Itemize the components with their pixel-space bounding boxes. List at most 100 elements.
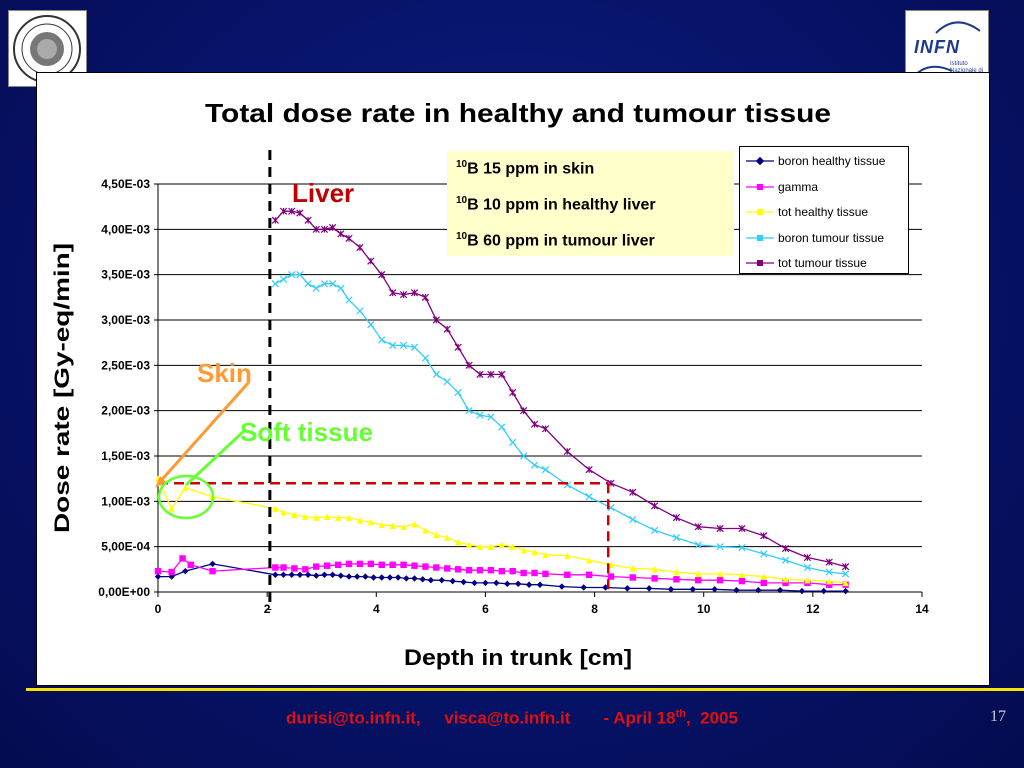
- data-point-gamma: [542, 570, 549, 578]
- data-point-tot-tumour-tissue: [399, 290, 408, 299]
- data-point-tot-tumour-tissue: [337, 230, 345, 238]
- data-point-boron-healthy-tissue: [313, 572, 320, 579]
- data-point-tot-tumour-tissue: [389, 289, 397, 297]
- data-point-gamma: [168, 568, 175, 576]
- data-point-boron-tumour-tissue: [288, 271, 296, 279]
- data-point-boron-tumour-tissue: [487, 413, 495, 421]
- liver-annotation: Liver: [292, 178, 355, 208]
- data-point-tot-tumour-tissue: [296, 209, 304, 217]
- chart-title: Total dose rate in healthy and tumour ti…: [205, 98, 831, 128]
- data-point-gamma: [323, 562, 331, 569]
- y-tick-label: 1,50E-03: [101, 449, 150, 463]
- data-point-tot-tumour-tissue: [288, 207, 296, 215]
- data-point-tot-tumour-tissue: [738, 524, 746, 533]
- data-point-tot-healthy-tissue: [782, 576, 789, 583]
- data-point-boron-tumour-tissue: [650, 526, 659, 534]
- x-axis-label: Depth in trunk [cm]: [404, 645, 632, 670]
- data-point-boron-tumour-tissue: [781, 556, 790, 564]
- data-point-tot-healthy-tissue: [716, 570, 724, 578]
- data-point-gamma: [389, 561, 396, 568]
- infn-logo-text: INFN: [914, 37, 960, 57]
- legend-swatch-tot-healthy-tissue: [746, 209, 774, 215]
- data-point-tot-healthy-tissue: [367, 518, 375, 526]
- data-point-boron-tumour-tissue: [304, 280, 312, 288]
- footer-date-prefix: - April 18: [570, 708, 676, 728]
- data-point-gamma: [179, 555, 186, 562]
- data-point-gamma: [760, 579, 767, 587]
- soft-tissue-pointer-arrow: [184, 429, 246, 487]
- data-point-gamma: [378, 561, 385, 568]
- data-point-boron-tumour-tissue: [296, 271, 304, 279]
- data-point-boron-tumour-tissue: [841, 570, 850, 578]
- data-point-boron-healthy-tissue: [288, 571, 295, 578]
- data-point-tot-tumour-tissue: [271, 216, 279, 224]
- data-point-tot-tumour-tissue: [541, 425, 550, 433]
- data-point-boron-healthy-tissue: [296, 571, 304, 578]
- data-point-boron-tumour-tissue: [825, 568, 833, 576]
- data-point-tot-tumour-tissue: [356, 243, 364, 252]
- data-point-tot-healthy-tissue: [378, 521, 385, 529]
- data-point-tot-healthy-tissue: [334, 514, 342, 521]
- y-tick-label: 3,50E-03: [101, 268, 150, 282]
- data-point-gamma: [826, 581, 833, 588]
- data-point-boron-tumour-tissue: [320, 280, 329, 288]
- boron-concentration-notes: 10B 15 ppm in skin 10B 10 ppm in healthy…: [447, 151, 734, 256]
- data-point-boron-healthy-tissue: [362, 573, 369, 580]
- data-point-gamma: [738, 577, 746, 585]
- data-point-boron-tumour-tissue: [672, 533, 681, 542]
- data-point-boron-healthy-tissue: [645, 585, 653, 592]
- data-point-boron-tumour-tissue: [421, 354, 430, 362]
- legend-label-boron-tumour-tissue: boron tumour tissue: [778, 230, 885, 245]
- data-point-tot-healthy-tissue: [168, 505, 175, 512]
- data-point-tot-tumour-tissue: [825, 558, 833, 566]
- data-point-gamma: [465, 567, 473, 574]
- data-point-boron-healthy-tissue: [755, 586, 762, 594]
- x-tick-label: 6: [482, 602, 489, 616]
- x-tick-label: 14: [915, 602, 929, 616]
- y-tick-label: 2,00E-03: [101, 404, 150, 418]
- footer-emails: durisi@to.infn.it, visca@to.infn.it: [286, 708, 571, 728]
- legend-label-gamma: gamma: [778, 179, 819, 194]
- footer-contact: durisi@to.infn.it, visca@to.infn.it - Ap…: [0, 708, 1024, 729]
- data-point-gamma: [411, 562, 418, 569]
- y-tick-label: 1,00E-03: [101, 494, 150, 508]
- data-point-gamma: [433, 564, 440, 571]
- data-point-gamma: [313, 563, 320, 570]
- data-point-boron-healthy-tissue: [168, 573, 175, 580]
- data-point-gamma: [782, 579, 789, 587]
- y-tick-label: 4,50E-03: [101, 177, 150, 191]
- chart-legend: boron healthy tissue gamma tot healthy tis…: [739, 146, 909, 274]
- data-point-gamma: [280, 564, 287, 571]
- data-point-tot-tumour-tissue: [421, 293, 430, 301]
- y-tick-label: 4,00E-03: [101, 222, 150, 236]
- data-point-gamma: [154, 567, 162, 575]
- data-point-tot-healthy-tissue: [400, 523, 407, 530]
- data-point-gamma: [187, 561, 194, 568]
- data-point-tot-tumour-tissue: [329, 223, 337, 232]
- data-point-tot-healthy-tissue: [531, 548, 538, 556]
- data-point-tot-tumour-tissue: [378, 271, 386, 279]
- data-point-tot-tumour-tissue: [465, 361, 473, 369]
- data-point-gamma: [209, 567, 216, 575]
- data-point-tot-healthy-tissue: [564, 552, 571, 559]
- data-point-boron-tumour-tissue: [337, 284, 345, 292]
- data-point-boron-tumour-tissue: [716, 543, 724, 551]
- note-skin: 10B 15 ppm in skin: [456, 159, 595, 178]
- data-point-boron-tumour-tissue: [530, 461, 539, 469]
- data-point-boron-tumour-tissue: [345, 296, 353, 304]
- data-point-tot-healthy-tissue: [280, 509, 287, 516]
- data-point-boron-healthy-tissue: [536, 581, 544, 588]
- data-point-gamma: [302, 566, 309, 573]
- legend-swatch-boron-healthy-tissue: [746, 156, 774, 166]
- x-tick-label: 0: [155, 602, 162, 616]
- data-point-gamma: [531, 569, 538, 577]
- note-tumour-liver: 10B 60 ppm in tumour liver: [456, 231, 655, 250]
- soft-tissue-highlight-circle: [157, 474, 215, 520]
- data-point-boron-healthy-tissue: [321, 571, 328, 578]
- data-point-tot-healthy-tissue: [389, 522, 396, 530]
- data-point-tot-healthy-tissue: [695, 570, 702, 578]
- data-point-boron-healthy-tissue: [558, 583, 566, 590]
- soft-tissue-annotation: Soft tissue: [240, 417, 373, 447]
- data-point-boron-tumour-tissue: [454, 388, 462, 397]
- data-point-tot-tumour-tissue: [454, 343, 462, 351]
